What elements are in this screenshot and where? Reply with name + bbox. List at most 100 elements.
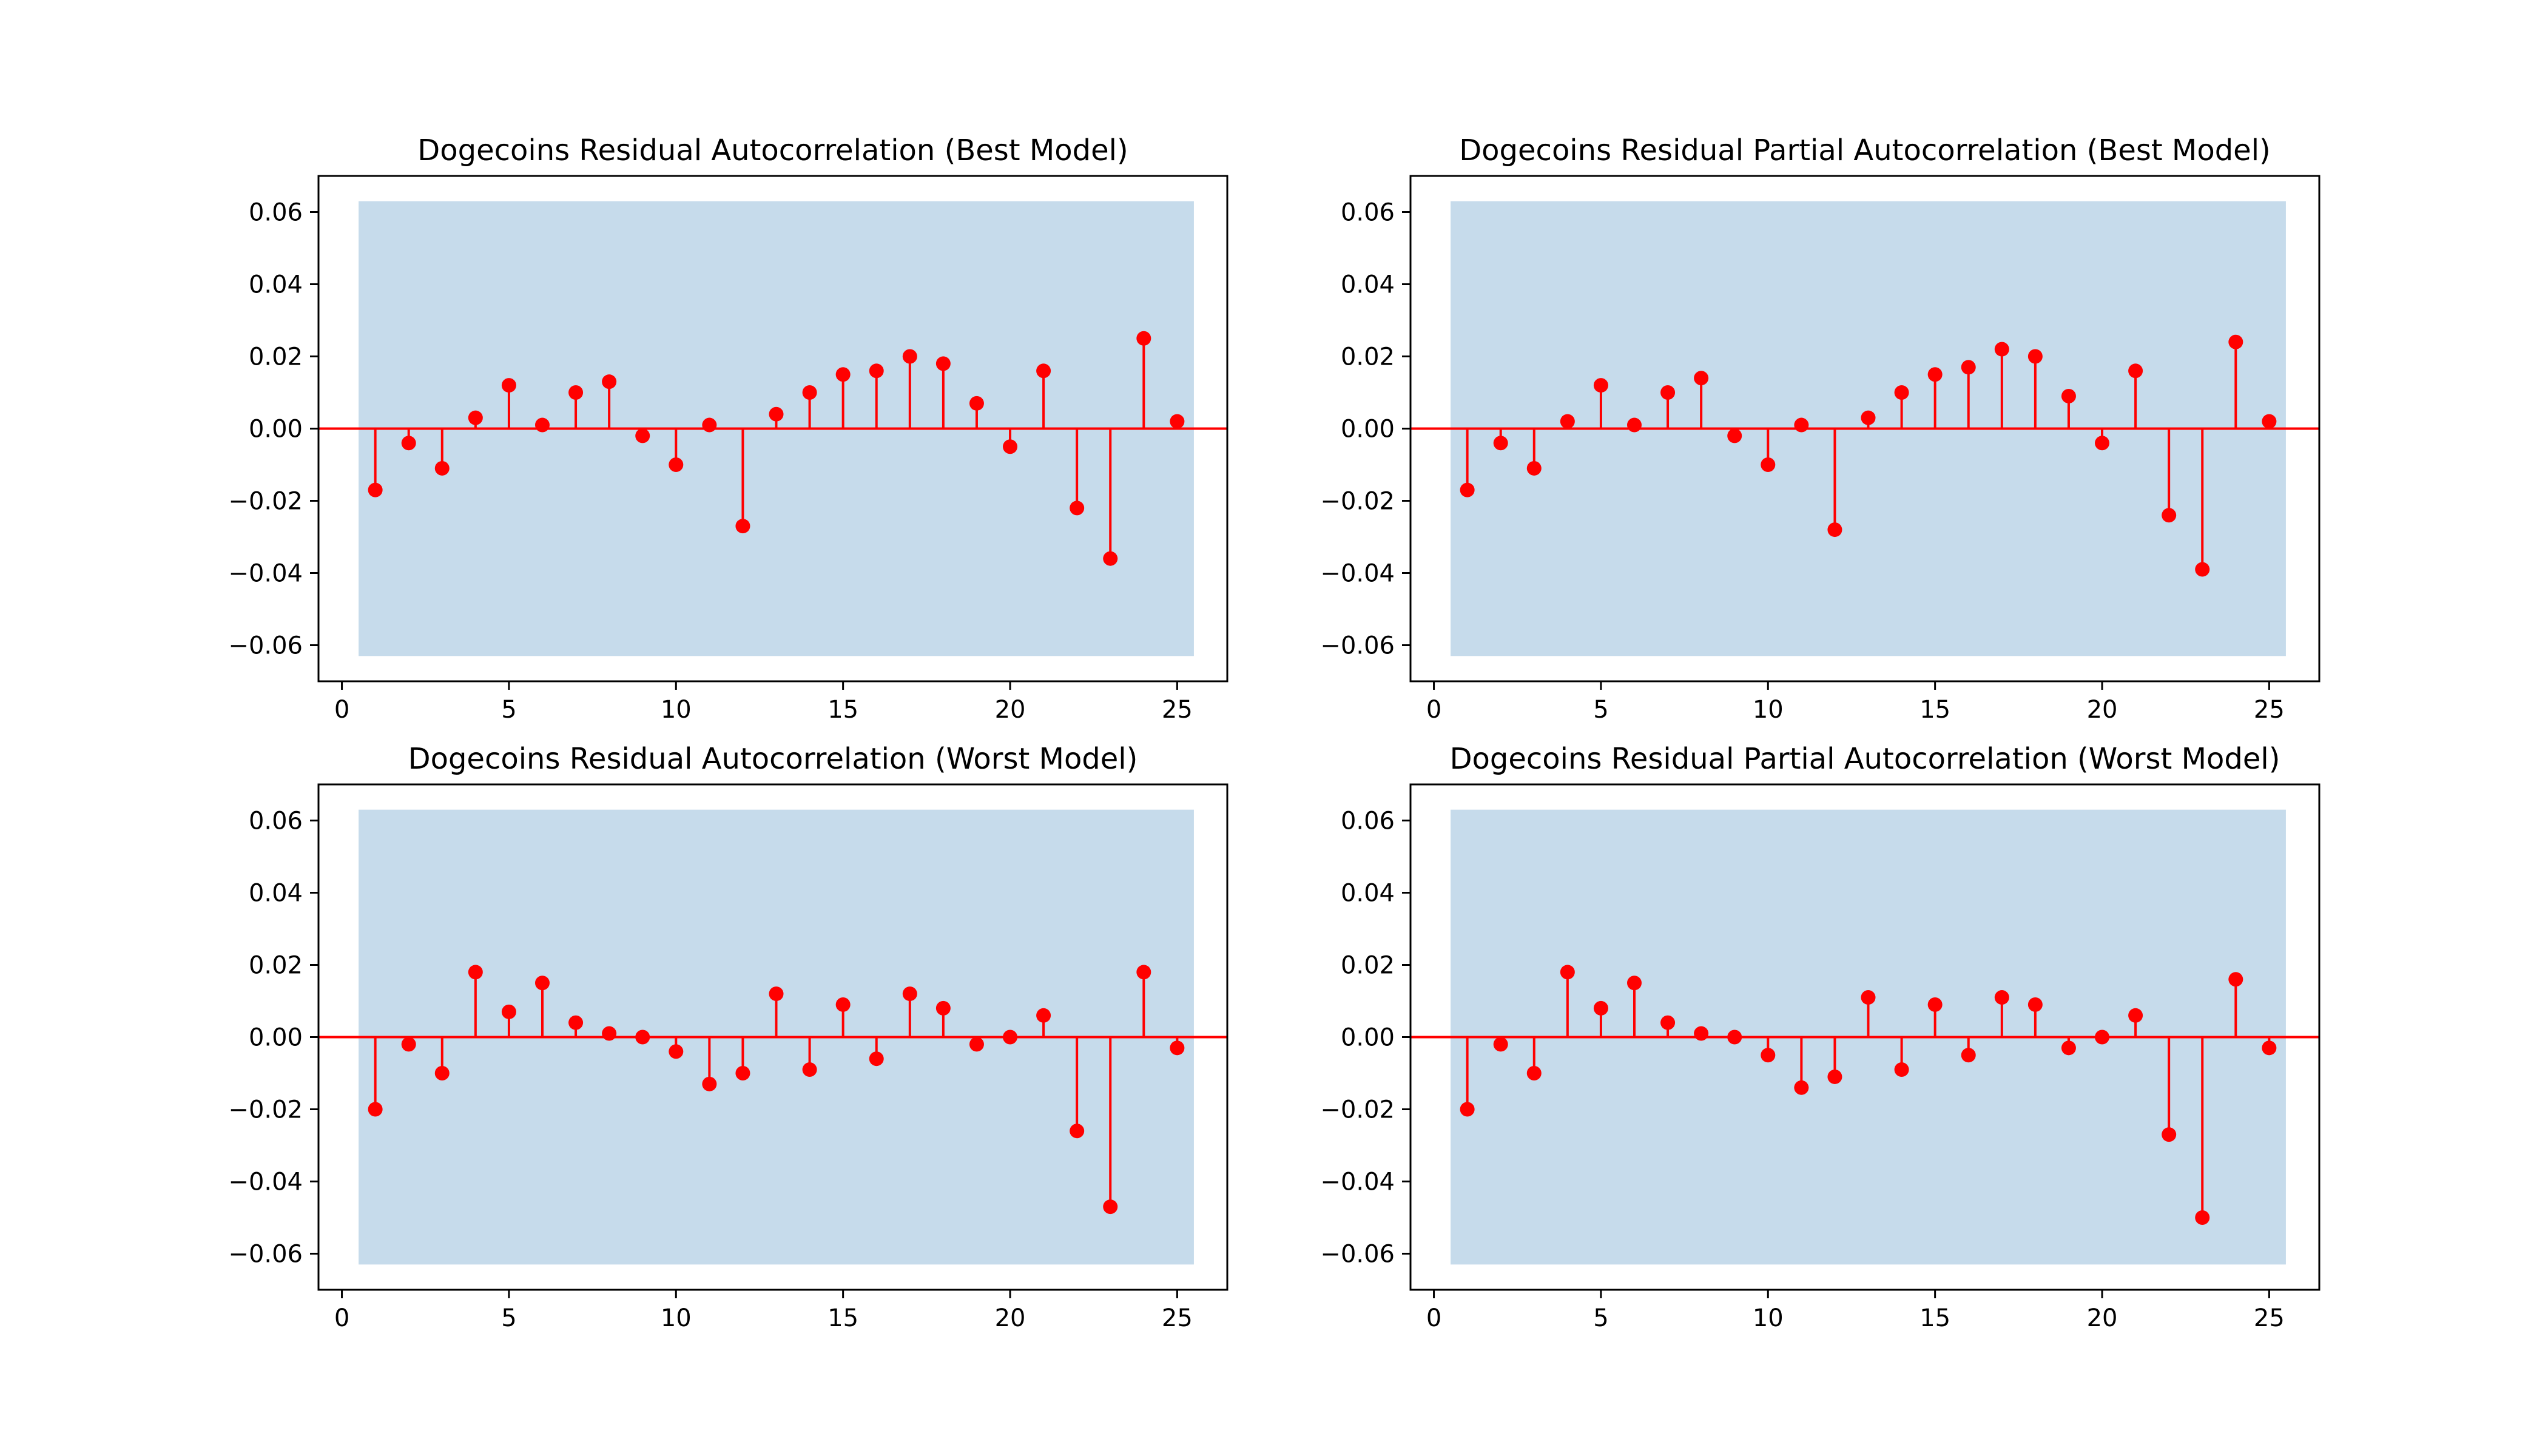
- marker-lag-7: [1660, 1015, 1676, 1030]
- marker-lag-13: [769, 986, 784, 1002]
- marker-lag-25: [2262, 414, 2277, 429]
- marker-lag-1: [1460, 1102, 1475, 1117]
- marker-lag-14: [1894, 1062, 1909, 1077]
- x-tick-label: 25: [2254, 696, 2285, 724]
- y-tick-label: −0.04: [1320, 560, 1395, 588]
- y-tick-label: 0.04: [1341, 271, 1395, 299]
- x-tick-label: 20: [2087, 1304, 2118, 1332]
- marker-lag-15: [1927, 367, 1943, 382]
- marker-lag-16: [1961, 1048, 1976, 1063]
- marker-lag-16: [869, 1051, 884, 1067]
- marker-lag-8: [602, 374, 617, 389]
- marker-lag-22: [2162, 1127, 2177, 1142]
- marker-lag-22: [1070, 1124, 1085, 1139]
- y-tick-label: 0.04: [1341, 880, 1395, 908]
- y-tick-label: 0.02: [1341, 952, 1395, 980]
- marker-lag-16: [1961, 360, 1976, 375]
- marker-lag-17: [1994, 342, 2009, 357]
- chart-title: Dogecoins Residual Partial Autocorrelati…: [1450, 742, 2280, 776]
- marker-lag-18: [2027, 997, 2043, 1012]
- marker-lag-4: [468, 965, 483, 980]
- y-tick-label: 0.04: [249, 271, 303, 299]
- marker-lag-17: [902, 349, 917, 364]
- marker-lag-6: [1626, 417, 1642, 433]
- marker-lag-2: [1493, 436, 1508, 451]
- marker-lag-2: [1493, 1037, 1508, 1052]
- chart-title: Dogecoins Residual Autocorrelation (Wors…: [408, 742, 1138, 776]
- marker-lag-21: [1036, 363, 1051, 379]
- marker-lag-5: [1593, 1000, 1608, 1016]
- x-tick-label: 25: [2254, 1304, 2285, 1332]
- x-tick-label: 10: [661, 696, 692, 724]
- y-tick-label: 0.06: [1341, 199, 1395, 227]
- marker-lag-20: [1003, 439, 1018, 454]
- chart-title: Dogecoins Residual Autocorrelation (Best…: [417, 133, 1128, 167]
- marker-lag-17: [902, 986, 917, 1002]
- marker-lag-9: [635, 1030, 650, 1045]
- marker-lag-23: [2195, 1210, 2210, 1225]
- x-tick-label: 10: [661, 1304, 692, 1332]
- marker-lag-1: [368, 1102, 383, 1117]
- marker-lag-15: [1927, 997, 1943, 1012]
- x-tick-label: 5: [501, 696, 516, 724]
- marker-lag-5: [501, 1004, 516, 1019]
- marker-lag-4: [1560, 965, 1575, 980]
- marker-lag-18: [935, 356, 951, 371]
- y-tick-label: −0.06: [228, 1241, 303, 1269]
- x-tick-label: 0: [334, 1304, 349, 1332]
- marker-lag-25: [1170, 1040, 1185, 1056]
- panel-acf-best: 0.06 0.04 0.02 0.00 −0.02 −0.04 −0.06 0 5 10 15 20 2…: [228, 133, 1228, 724]
- marker-lag-4: [1560, 414, 1575, 429]
- marker-lag-7: [568, 1015, 584, 1030]
- marker-lag-14: [1894, 385, 1909, 400]
- x-tick-label: 0: [334, 696, 349, 724]
- marker-lag-5: [501, 378, 516, 393]
- panel-acf-worst: 0.06 0.04 0.02 0.00 −0.02 −0.04 −0.06 0 5 10 15 20 2…: [228, 742, 1228, 1332]
- x-tick-label: 20: [995, 1304, 1026, 1332]
- y-tick-label: −0.02: [1320, 488, 1395, 516]
- marker-lag-13: [769, 406, 784, 422]
- marker-lag-20: [2095, 436, 2110, 451]
- marker-lag-13: [1861, 990, 1876, 1005]
- y-tick-label: −0.06: [1320, 1241, 1395, 1269]
- y-tick-label: 0.02: [249, 952, 303, 980]
- marker-lag-20: [2095, 1030, 2110, 1045]
- marker-lag-20: [1003, 1030, 1018, 1045]
- marker-lag-21: [1036, 1008, 1051, 1023]
- marker-lag-19: [969, 396, 984, 411]
- marker-lag-22: [1070, 500, 1085, 516]
- marker-lag-9: [635, 428, 650, 443]
- chart-title: Dogecoins Residual Partial Autocorrelati…: [1459, 133, 2271, 167]
- marker-lag-19: [969, 1037, 984, 1052]
- marker-lag-12: [735, 1066, 750, 1080]
- y-tick-label: −0.06: [1320, 632, 1395, 660]
- marker-lag-10: [669, 1044, 684, 1059]
- y-tick-label: 0.02: [1341, 343, 1395, 371]
- marker-lag-8: [1694, 1026, 1709, 1041]
- y-tick-label: −0.04: [228, 1168, 303, 1196]
- marker-lag-11: [1794, 1080, 1809, 1095]
- marker-lag-2: [401, 436, 416, 451]
- marker-lag-1: [1460, 482, 1475, 497]
- marker-lag-3: [1526, 460, 1542, 476]
- marker-lag-8: [602, 1026, 617, 1041]
- x-tick-label: 15: [827, 696, 858, 724]
- marker-lag-23: [2195, 562, 2210, 577]
- y-tick-label: 0.00: [1341, 1024, 1395, 1052]
- x-tick-label: 5: [1593, 696, 1608, 724]
- marker-lag-6: [534, 417, 550, 433]
- marker-lag-12: [1827, 522, 1842, 538]
- marker-lag-3: [1526, 1066, 1542, 1080]
- marker-lag-15: [835, 367, 851, 382]
- marker-lag-10: [1761, 457, 1776, 472]
- y-tick-label: −0.02: [1320, 1096, 1395, 1124]
- x-tick-label: 10: [1753, 696, 1784, 724]
- y-tick-label: 0.06: [1341, 807, 1395, 835]
- x-tick-label: 15: [827, 1304, 858, 1332]
- marker-lag-12: [1827, 1069, 1842, 1084]
- marker-lag-2: [401, 1037, 416, 1052]
- x-tick-label: 5: [1593, 1304, 1608, 1332]
- marker-lag-11: [1794, 417, 1809, 433]
- y-tick-label: −0.06: [228, 632, 303, 660]
- marker-lag-19: [2061, 1040, 2076, 1056]
